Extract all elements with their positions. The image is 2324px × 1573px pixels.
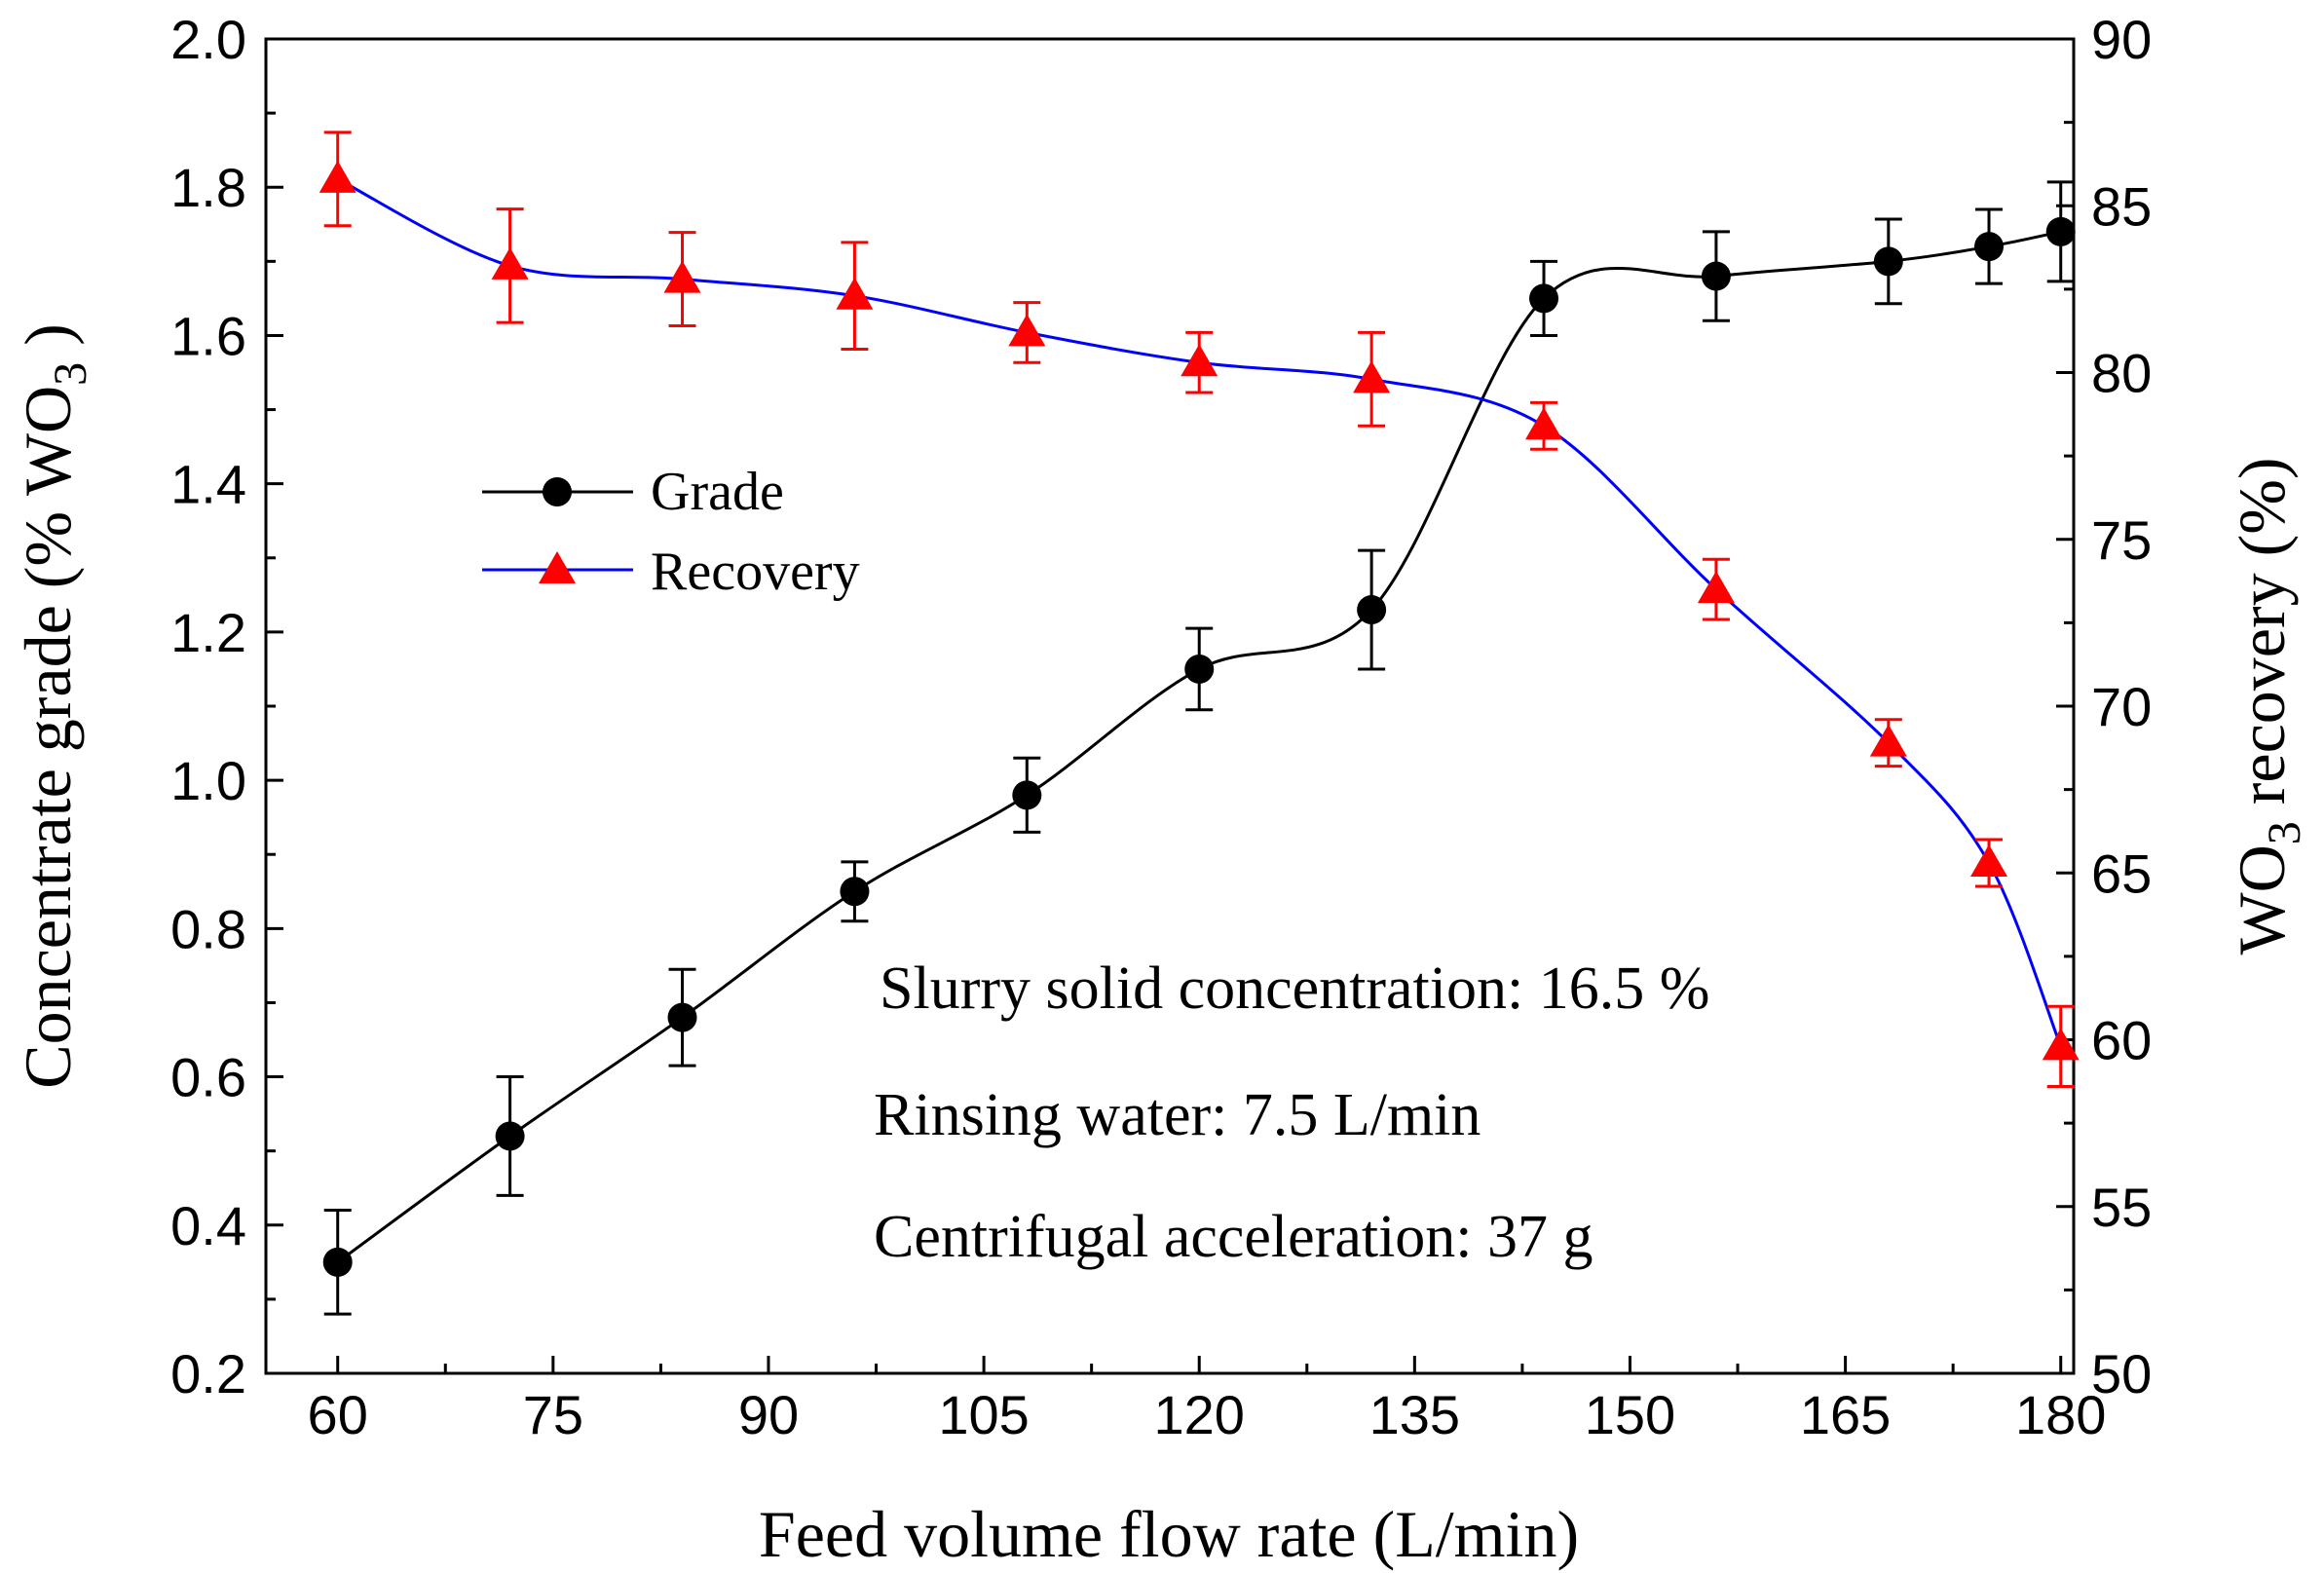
y-right-tick-label: 70	[2091, 676, 2152, 737]
recovery-point	[1525, 407, 1563, 440]
grade-point	[1873, 246, 1903, 277]
y-right-tick-label: 50	[2091, 1343, 2152, 1404]
recovery-point	[663, 260, 701, 293]
x-tick-label: 105	[938, 1384, 1029, 1445]
x-tick-label: 90	[738, 1384, 799, 1445]
recovery-point	[491, 246, 529, 280]
y-right-label-main: WO	[2225, 844, 2299, 955]
y-right-label-sub: 3	[2259, 821, 2310, 844]
grade-line	[336, 230, 2062, 1264]
axis-ticks	[266, 37, 2074, 1375]
grade-point	[1974, 232, 2005, 262]
y-left-tick-label: 1.8	[170, 157, 246, 218]
y-left-label-sub: 3	[45, 362, 96, 386]
y-left-tick-label: 1.4	[170, 454, 246, 515]
y-left-label-main: Concentrate grade (% WO	[11, 386, 85, 1089]
y-axis-label-left: Concentrate grade (% WO3 )	[11, 323, 96, 1089]
y-right-tick-label: 90	[2091, 9, 2152, 70]
grade-point	[1529, 283, 1559, 314]
legend-recovery-label: Recovery	[651, 542, 860, 602]
x-tick-label: 75	[523, 1384, 583, 1445]
y-left-tick-label: 2.0	[170, 9, 246, 70]
y-right-label-end: recovery (%)	[2225, 457, 2299, 821]
recovery-line	[337, 177, 2063, 1047]
x-tick-label: 135	[1369, 1384, 1460, 1445]
grade-point	[495, 1121, 525, 1151]
y-right-tick-label: 85	[2091, 175, 2152, 237]
recovery-point	[319, 160, 356, 193]
y-right-tick-label: 60	[2091, 1010, 2152, 1071]
legend-recovery-marker	[539, 551, 576, 583]
legend-grade-label: Grade	[651, 462, 784, 522]
grade-point	[1184, 654, 1215, 684]
recovery-point	[1008, 314, 1046, 347]
grade-point	[667, 1002, 697, 1032]
y-left-tick-label: 0.2	[170, 1343, 246, 1404]
recovery-point	[2042, 1028, 2080, 1061]
y-right-tick-label: 65	[2091, 843, 2152, 904]
grade-point	[840, 877, 870, 907]
legend-grade-marker	[543, 477, 572, 506]
y-axis-label-right: WO3 recovery (%)	[2225, 457, 2310, 955]
legend: Grade Recovery	[482, 462, 860, 602]
y-left-label-end: )	[11, 323, 85, 362]
x-tick-label: 150	[1585, 1384, 1675, 1445]
grade-point	[322, 1247, 353, 1277]
x-tick-label: 120	[1154, 1384, 1245, 1445]
y-right-tick-label: 55	[2091, 1177, 2152, 1238]
y-right-tick-label: 75	[2091, 509, 2152, 571]
annotation-acceleration: Centrifugal acceleration: 37 g	[874, 1204, 1593, 1270]
recovery-point	[836, 277, 874, 310]
x-tick-label: 180	[2015, 1384, 2106, 1445]
y-left-tick-label: 0.4	[170, 1195, 246, 1256]
x-tick-label: 165	[1800, 1384, 1891, 1445]
grade-point	[1357, 595, 1387, 625]
series-layer	[319, 131, 2080, 1316]
x-tick-label: 60	[308, 1384, 368, 1445]
y-left-tick-label: 1.0	[170, 750, 246, 811]
recovery-point	[1697, 571, 1735, 604]
recovery-point	[1181, 344, 1218, 377]
plot-frame	[264, 37, 2076, 1375]
y-left-tick-label: 0.8	[170, 898, 246, 959]
y-left-tick-label: 1.6	[170, 305, 246, 366]
annotation-slurry: Slurry solid concentration: 16.5 %	[880, 955, 1709, 1022]
y-right-tick-label: 80	[2091, 343, 2152, 404]
y-left-tick-label: 1.2	[170, 602, 246, 663]
y-left-tick-label: 0.6	[170, 1047, 246, 1108]
recovery-point	[1970, 843, 2008, 877]
grade-point	[1701, 261, 1731, 291]
annotation-rinsing: Rinsing water: 7.5 L/min	[874, 1082, 1481, 1148]
axis-tick-labels: 60 75 90 105 120 135 150 165 180 0.2 0.4 0.6 0.8 1.0 1…	[170, 9, 2152, 1445]
grade-point	[2045, 216, 2076, 246]
recovery-point	[1869, 724, 1907, 757]
recovery-point	[1353, 360, 1391, 393]
grade-point	[1012, 780, 1042, 810]
x-axis-label: Feed volume flow rate (L/min)	[759, 1497, 1579, 1571]
